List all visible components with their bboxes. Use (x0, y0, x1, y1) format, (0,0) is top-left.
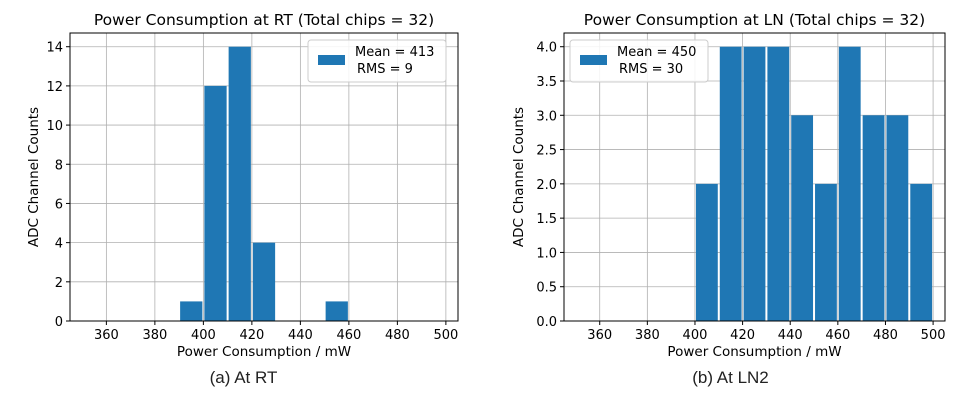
y-tick-label: 6 (55, 197, 63, 212)
histogram-bar (180, 301, 203, 321)
chart-ln: 360 380 400 420 440 460 480 500 0.0 0.5 1.0 1.5 2.0 2… (511, 11, 946, 360)
y-axis-label: ADC Channel Counts (511, 107, 527, 247)
y-tick-label: 8 (55, 158, 63, 173)
histogram-bar (767, 46, 790, 321)
legend-box (307, 39, 447, 83)
histogram-bar (204, 85, 227, 322)
axes-frame (563, 32, 946, 322)
x-tick-label: 380 (142, 328, 167, 343)
histogram-bar (886, 115, 909, 322)
chart-title: Power Consumption at LN (Total chips = 3… (584, 11, 925, 29)
chart-panel-ln: 360 380 400 420 440 460 480 500 0.0 0.5 1.0 1.5 2.0 2… (487, 0, 974, 402)
histogram-bar (325, 301, 348, 321)
y-tick-label: 2 (55, 276, 63, 291)
caption-rt: (a) At RT (209, 368, 278, 387)
x-tick-label: 460 (825, 328, 850, 343)
y-tick-label: 14 (46, 41, 63, 56)
x-tick-label: 360 (94, 328, 119, 343)
legend-mean-label: Mean = 450 (617, 45, 696, 60)
histogram-bar (791, 115, 814, 322)
legend-box (569, 39, 709, 83)
x-tick-label: 400 (683, 328, 708, 343)
y-tick-label: 2.0 (536, 178, 557, 193)
x-axis-label: Power Consumption / mW (667, 344, 841, 360)
histogram-bar (743, 46, 766, 321)
y-tick-label: 1.0 (536, 246, 557, 261)
histogram-bar (719, 46, 742, 321)
chart-panel-rt: 360 380 400 420 440 460 480 500 0 2 4 6 8 10 12 14 Power… (26, 11, 459, 387)
x-tick-label: 420 (239, 328, 264, 343)
legend-swatch (580, 55, 607, 65)
y-tick-label: 0 (55, 315, 63, 330)
y-tick-label: 12 (46, 80, 63, 95)
x-tick-label: 500 (433, 328, 458, 343)
chart-rt: 360 380 400 420 440 460 480 500 0 2 4 6 8 10 12 14 Power… (26, 11, 459, 360)
x-tick-label: 480 (385, 328, 410, 343)
y-tick-label: 0.5 (536, 281, 557, 296)
legend-rms-label: RMS = 9 (357, 62, 413, 77)
y-tick-label: 4.0 (536, 41, 557, 56)
legend-rms-label: RMS = 30 (619, 62, 683, 77)
x-tick-label: 440 (778, 328, 803, 343)
x-tick-label: 380 (635, 328, 660, 343)
axes-frame (69, 32, 459, 322)
histogram-bar (838, 46, 861, 321)
legend-mean-label: Mean = 413 (355, 45, 434, 60)
y-axis-label: ADC Channel Counts (26, 107, 42, 247)
x-tick-label: 400 (191, 328, 216, 343)
y-tick-label: 3.5 (536, 75, 557, 90)
histogram-bar (815, 183, 837, 321)
histogram-bar (252, 242, 276, 321)
x-tick-label: 480 (873, 328, 898, 343)
x-tick-label: 500 (921, 328, 946, 343)
y-tick-label: 3.0 (536, 109, 557, 124)
caption-ln: (b) At LN2 (692, 368, 769, 387)
x-tick-label: 420 (730, 328, 755, 343)
y-tick-label: 0.0 (536, 315, 557, 330)
y-tick-label: 2.5 (536, 144, 557, 159)
histogram-bar (910, 183, 933, 321)
x-axis-label: Power Consumption / mW (177, 344, 351, 360)
histogram-bar (228, 46, 251, 321)
histogram-bar (695, 183, 718, 321)
y-tick-label: 4 (55, 237, 63, 252)
y-tick-label: 10 (46, 119, 63, 134)
histogram-bar (862, 115, 885, 322)
y-tick-label: 1.5 (536, 212, 557, 227)
legend-swatch (318, 55, 345, 65)
x-tick-label: 440 (288, 328, 313, 343)
x-tick-label: 460 (336, 328, 361, 343)
chart-title: Power Consumption at RT (Total chips = 3… (94, 11, 434, 29)
x-tick-label: 360 (587, 328, 612, 343)
